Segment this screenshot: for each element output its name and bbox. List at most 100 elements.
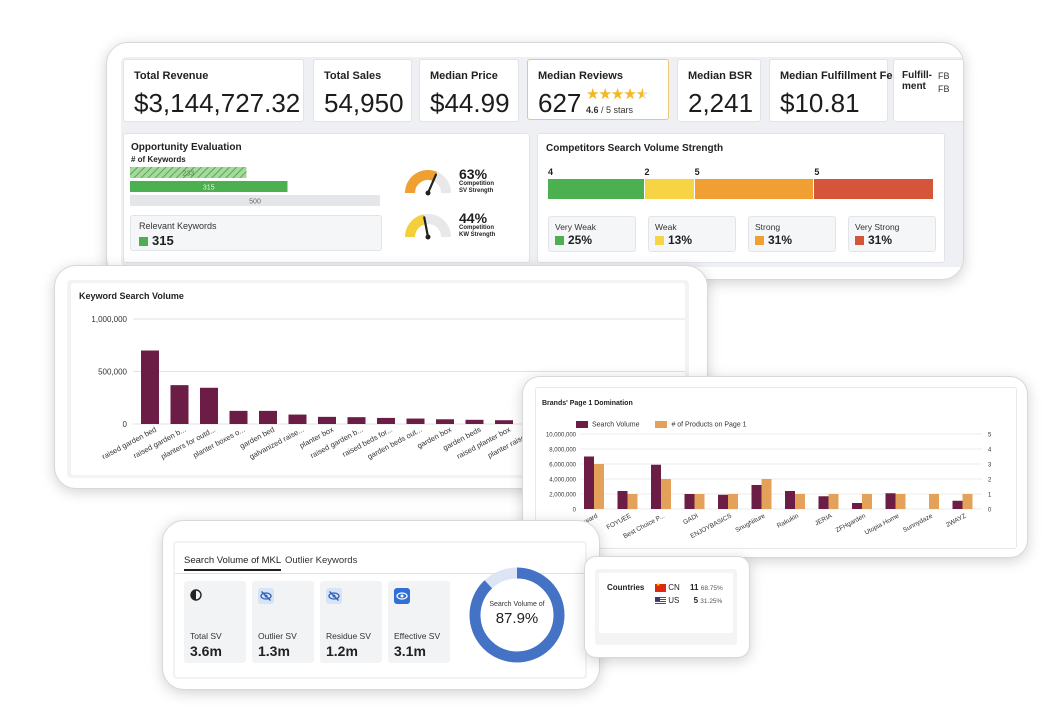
summary-card: Total Revenue $3,144,727.32 Total Sales … (106, 42, 964, 280)
sv-tile-value: 1.2m (326, 643, 358, 659)
green-swatch-icon (139, 237, 148, 247)
gauge-kw-icon (405, 214, 451, 240)
y-tick-label: 4,000,000 (549, 478, 576, 484)
keyword-bar (318, 416, 336, 424)
gauge-sv-strength: 63% Competition SV Strength (404, 164, 524, 200)
kpi-label: Median BSR (688, 70, 753, 82)
segment-count: 5 (694, 167, 700, 177)
legend-label: # of Products on Page 1 (671, 421, 747, 429)
segment-count: 2 (644, 167, 650, 177)
star-rating: ★★★★★ ★★★★★ (586, 87, 649, 102)
strength-legend-item: Weak 13% (648, 216, 736, 252)
legend-swatch-icon (855, 236, 864, 246)
kpi-median-reviews: Median Reviews 627 ★★★★★ ★★★★★ 4.6 / 5 s… (527, 59, 669, 120)
search-volume-bar (617, 491, 628, 509)
kpi-label: Total Revenue (134, 70, 209, 82)
kpi-value-line: FB (938, 84, 950, 94)
keyword-bar (465, 419, 484, 424)
kpi-label: Median Fulfillment Fee (780, 70, 899, 82)
cn-flag-icon: ★ (655, 582, 666, 592)
y2-tick-label: 1 (988, 493, 992, 499)
keyword-volume-title: Keyword Search Volume (79, 291, 184, 301)
donut-arc (469, 567, 565, 663)
opportunity-panel: Opportunity Evaluation # of Keywords 500… (123, 133, 530, 263)
sv-tile-label: Effective SV (394, 631, 441, 641)
gauge-hub (425, 190, 431, 196)
strength-legend-label: Very Weak (555, 222, 596, 232)
gauge-needle (426, 173, 438, 195)
half-circle-icon (190, 588, 202, 606)
rating-text: 4.6 / 5 stars (586, 105, 633, 115)
y-tick-label: 500,000 (98, 368, 127, 377)
kpi-value: 54,950 (324, 88, 404, 118)
keyword-bar (436, 419, 454, 424)
competitors-title: Competitors Search Volume Strength (546, 143, 724, 154)
y-tick-label: 2,000,000 (549, 493, 576, 499)
x-tick-label: GADI (682, 513, 699, 527)
products-bar (694, 494, 705, 509)
keyword-bar (347, 417, 366, 424)
search-volume-bar (751, 485, 762, 509)
kpi-total-sales: Total Sales 54,950 (313, 59, 412, 122)
sv-tile: Outlier SV 1.3m (252, 581, 314, 663)
country-count: 5 (693, 596, 699, 605)
segment-count: 5 (814, 167, 820, 177)
y-tick-label: 6,000,000 (549, 463, 576, 469)
kpi-median-price: Median Price $44.99 (419, 59, 519, 122)
search-volume-bar (818, 496, 829, 509)
products-bar (895, 494, 906, 509)
kpi-value: 2,241 (688, 88, 754, 118)
eye-slash-icon (326, 588, 342, 609)
y2-tick-label: 4 (988, 448, 992, 454)
country-row-us: US 5 31.25% (655, 596, 722, 605)
brands-card: Brands' Page 1 Domination Search Volume … (522, 376, 1028, 558)
strength-segment (814, 179, 933, 199)
kpi-value: $10.81 (780, 88, 860, 118)
strength-legend-number: 31% (868, 233, 893, 247)
gauge-hub (425, 234, 431, 240)
country-code: US (668, 596, 680, 605)
y-tick-label: 1,000,000 (91, 315, 127, 324)
keyword-bar-label: 233 (182, 171, 194, 178)
products-bar (929, 494, 939, 509)
sv-tile-label: Outlier SV (258, 631, 297, 641)
kpi-value: 627 (538, 88, 582, 118)
donut-chart (469, 567, 565, 663)
keyword-bar (406, 418, 425, 424)
legend-swatch-icon (555, 236, 564, 246)
legend-label: Search Volume (592, 421, 640, 429)
donut-value: 87.9% (495, 610, 539, 627)
y2-tick-label: 3 (988, 463, 992, 469)
strength-segment (644, 179, 694, 199)
gauge-fill (405, 170, 438, 194)
relevant-keywords-label: Relevant Keywords (139, 221, 217, 231)
kpi-value: $44.99 (430, 88, 510, 118)
mkl-panel: Search Volume of MKL Outlier Keywords To… (175, 543, 585, 677)
products-bar (627, 494, 638, 509)
strength-legend: Very Weak 25% Weak 13% Strong 31% Very Strong 3… (548, 216, 940, 252)
kpi-label: Median Price (430, 70, 498, 82)
search-volume-bar (584, 456, 594, 509)
gauge-fill (405, 214, 426, 238)
brands-chart: 10,000,000 5 8,000,000 4 6,000,000 3 4,000,000… (546, 433, 992, 541)
y2-tick-label: 5 (988, 433, 992, 439)
legend-swatch-icon (576, 421, 588, 428)
gauge-sv-icon (405, 170, 451, 196)
strength-legend-value: 31% (755, 233, 792, 247)
country-row-cn: ★ CN 11 68.75% (655, 582, 723, 592)
tab-outlier-keywords[interactable]: Outlier Keywords (285, 555, 358, 566)
search-volume-bar (684, 494, 695, 509)
keyword-bar (288, 414, 307, 424)
sv-tile-value: 3.6m (190, 643, 222, 659)
keyword-bar (130, 167, 247, 178)
keyword-bar (229, 410, 248, 424)
y2-tick-label: 2 (988, 478, 992, 484)
tab-search-volume-mkl[interactable]: Search Volume of MKL (184, 555, 282, 571)
kpi-fulfillment: Fulfill-ment FB FB (893, 59, 963, 122)
kpi-median-bsr: Median BSR 2,241 (677, 59, 761, 122)
keyword-bar (170, 385, 189, 424)
sv-tile: Effective SV 3.1m (388, 581, 450, 663)
x-tick-label: SnugNiture (734, 512, 766, 534)
gauge-percent: 44% (459, 210, 488, 226)
